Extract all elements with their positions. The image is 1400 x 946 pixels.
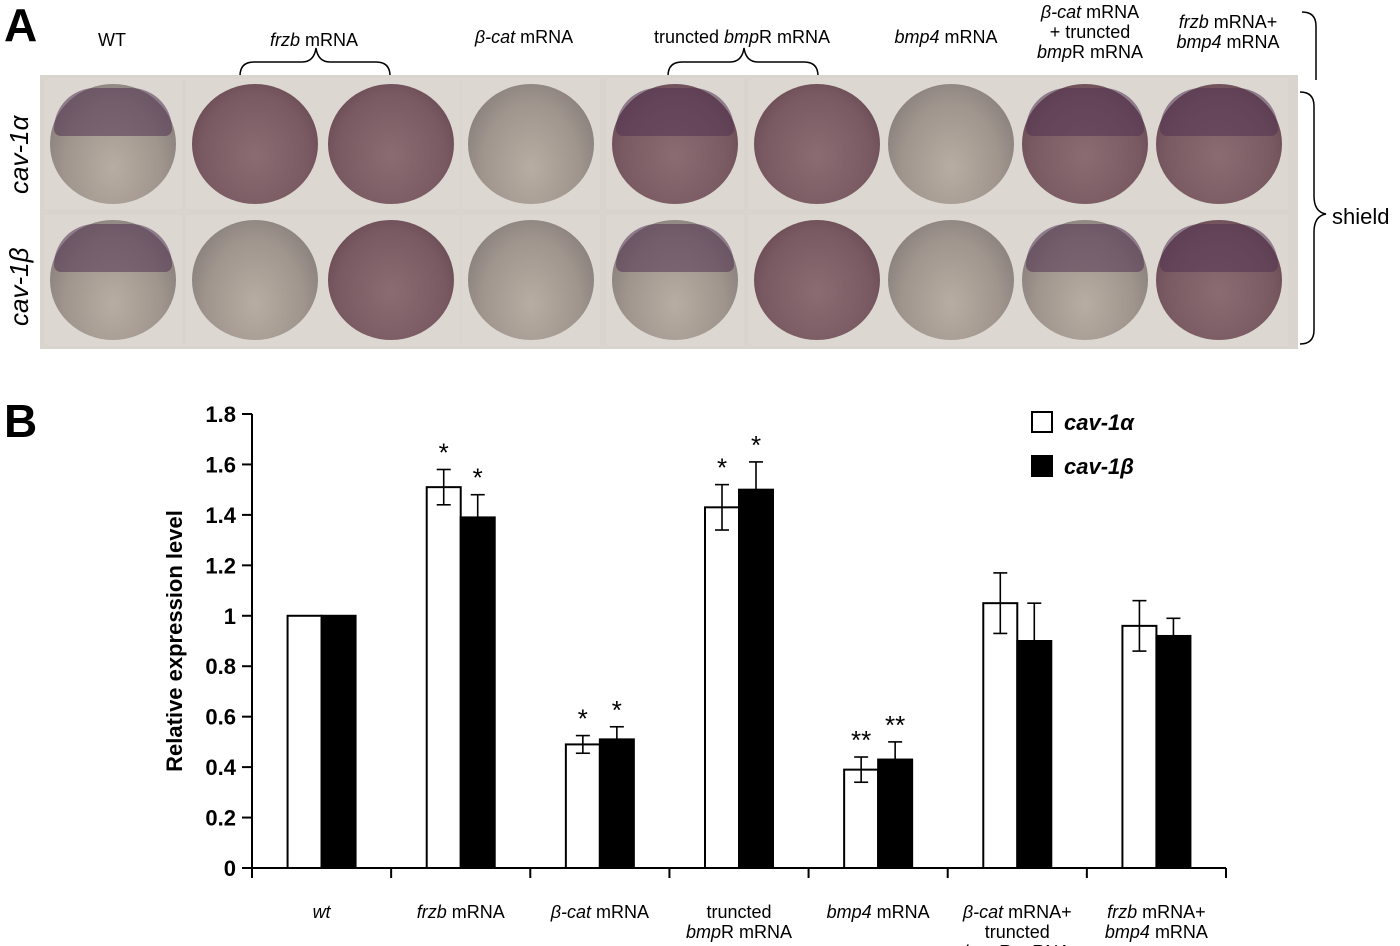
panel-a-letter: A [4, 0, 38, 51]
x-tick-label: bmp4 mRNA [827, 902, 930, 922]
significance-mark: * [612, 695, 622, 725]
x-tick-label: wt [313, 902, 332, 922]
embryo [612, 84, 738, 204]
bar [564, 743, 601, 870]
significance-mark: * [717, 453, 727, 483]
embryo-image [748, 215, 886, 345]
y-tick-label: 0 [224, 856, 236, 881]
embryo [328, 220, 454, 340]
embryo-image [882, 215, 1020, 345]
x-tick-label: bmp4 mRNA [1105, 922, 1208, 942]
embryo [754, 220, 880, 340]
column-label-5: β-cat mRNA + truncted bmpR mRNA [1036, 2, 1144, 62]
y-tick-label: 1.6 [205, 452, 236, 477]
stage-label-shield: shield [1332, 204, 1390, 229]
y-tick-label: 1.2 [205, 553, 236, 578]
embryo [612, 220, 738, 340]
y-tick-label: 1.4 [205, 503, 236, 528]
bar [598, 738, 635, 869]
bar [459, 516, 496, 870]
bar [843, 768, 880, 870]
x-tick-label: frzb mRNA [417, 902, 505, 922]
significance-mark: * [473, 463, 483, 493]
frzb-brace [239, 47, 391, 77]
embryo-image [322, 215, 460, 345]
y-tick-label: 1 [224, 604, 236, 629]
embryo-image [186, 215, 324, 345]
embryo [888, 84, 1014, 204]
panel-b-letter: B [4, 395, 38, 447]
embryo-image [748, 79, 886, 209]
embryo [468, 220, 594, 340]
column-label-0: WT [98, 30, 126, 50]
embryo-image [44, 215, 182, 345]
bar [982, 602, 1019, 870]
embryo-image [44, 79, 182, 209]
column-label-3: truncted bmpR mRNA [653, 27, 831, 47]
shield-brace [1301, 11, 1317, 80]
y-tick-label: 1.8 [205, 402, 236, 427]
embryo-image [1150, 215, 1288, 345]
legend-label: cav-1β [1064, 454, 1134, 479]
bar [738, 488, 774, 869]
bar [1155, 634, 1192, 870]
embryo [1022, 220, 1148, 340]
embryo-image [462, 79, 600, 209]
y-tick-label: 0.4 [205, 755, 236, 780]
x-tick-label: β-cat mRNA [550, 902, 649, 922]
embryo-image [1150, 79, 1288, 209]
embryo [50, 220, 176, 340]
embryo [888, 220, 1014, 340]
y-tick-label: 0.2 [205, 806, 236, 831]
panel-a-braces [239, 11, 1317, 80]
bar [320, 614, 357, 869]
embryo [192, 220, 318, 340]
embryo [1156, 84, 1282, 204]
x-tick-label: bmpR mRNA [686, 922, 792, 942]
significance-mark: ** [851, 725, 871, 755]
embryo-image [322, 79, 460, 209]
significance-mark: ** [885, 710, 905, 740]
legend-label: cav-1α [1064, 410, 1135, 435]
embryo [192, 84, 318, 204]
bar [1121, 624, 1158, 869]
column-label-2: β-cat mRNA [474, 27, 574, 47]
embryo-image [1016, 215, 1154, 345]
embryo [468, 84, 594, 204]
y-tick-label: 0.6 [205, 705, 236, 730]
embryo-image [1016, 79, 1154, 209]
embryo [754, 84, 880, 204]
legend-swatch [1031, 411, 1053, 433]
in-situ-photo-strip [40, 75, 1298, 349]
column-label-6: frzb mRNA+ bmp4 mRNA [1176, 12, 1280, 52]
significance-mark: * [439, 437, 449, 467]
embryo-image [462, 215, 600, 345]
embryo [1022, 84, 1148, 204]
embryo [1156, 220, 1282, 340]
x-tick-label: truncted [985, 922, 1050, 942]
y-tick-label: 0.8 [205, 654, 236, 679]
embryo-image [606, 79, 744, 209]
bar [286, 614, 323, 869]
x-tick-label: β-cat mRNA+ [962, 902, 1072, 922]
x-tick-label: truncted [706, 902, 771, 922]
embryo [50, 84, 176, 204]
column-label-1: frzb mRNA [269, 30, 359, 50]
bmpr-brace [667, 47, 819, 77]
y-axis-label: Relative expression level [162, 510, 187, 772]
embryo-image [882, 79, 1020, 209]
x-tick-label: frzb mRNA+ [1107, 902, 1206, 922]
embryo-image [606, 215, 744, 345]
column-label-4: bmp4 mRNA [894, 27, 998, 47]
embryo-image [186, 79, 324, 209]
significance-mark: * [751, 430, 761, 460]
x-tick-label: bmpR mRNA [964, 942, 1070, 946]
legend-swatch [1031, 455, 1053, 477]
significance-mark: * [578, 704, 588, 734]
bar [704, 506, 740, 869]
bar [877, 758, 914, 869]
embryo [328, 84, 454, 204]
bar [425, 486, 462, 869]
